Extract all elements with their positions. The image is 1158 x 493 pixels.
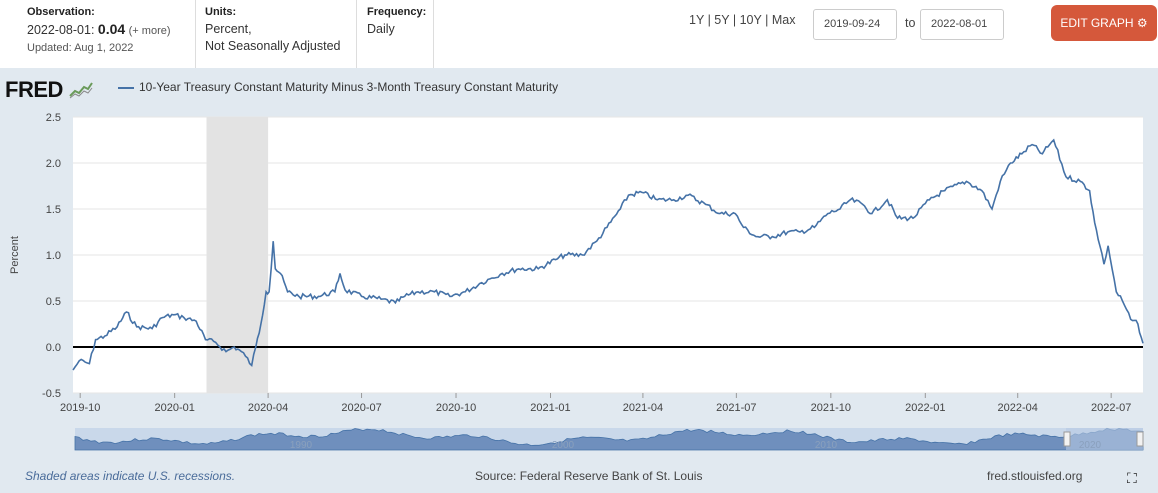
navigator-selection[interactable] [1066, 428, 1143, 450]
y-tick-label: 1.0 [46, 250, 61, 262]
navigator-series [74, 427, 1144, 451]
y-tick-label: 2.0 [46, 158, 61, 170]
edit-graph-button[interactable]: EDIT GRAPH ⚙ [1051, 5, 1157, 41]
x-tick-label: 2022-04 [998, 402, 1038, 414]
date-from-input[interactable]: 2019-09-24 [813, 9, 897, 40]
y-tick-label: 0.5 [46, 296, 61, 308]
date-to-label: to [905, 16, 916, 30]
units-line2: Not Seasonally Adjusted [205, 39, 341, 53]
navigator-label: 2010 [815, 440, 838, 451]
navigator-handle-right[interactable] [1136, 431, 1144, 447]
x-tick-label: 2020-10 [436, 402, 476, 414]
recession-note: Shaded areas indicate U.S. recessions. [25, 469, 236, 483]
date-to-input[interactable]: 2022-08-01 [920, 9, 1004, 40]
edit-graph-label: EDIT GRAPH [1060, 16, 1134, 30]
site-link[interactable]: fred.stlouisfed.org [987, 469, 1083, 483]
source-text: Source: Federal Reserve Bank of St. Loui… [475, 469, 703, 483]
fred-logo: FRED [5, 77, 93, 103]
series-line [72, 138, 1144, 371]
y-axis-ticks: 2.5 2.0 1.5 1.0 0.5 0.0 -0.5 [42, 112, 61, 400]
observation-label: Observation: [27, 6, 95, 18]
range-10y-button[interactable]: 10Y [739, 13, 762, 27]
y-axis-label: Percent [9, 236, 21, 274]
divider [356, 0, 357, 68]
x-tick-label: 2021-07 [716, 402, 756, 414]
navigator-handle-left[interactable] [1063, 431, 1071, 447]
navigator-label: 1990 [290, 440, 313, 451]
divider [195, 0, 196, 68]
observation-more-link[interactable]: (+ more) [128, 25, 171, 37]
y-tick-label: 1.5 [46, 204, 61, 216]
y-tick-label: -0.5 [42, 388, 61, 400]
range-selector: 1Y | 5Y | 10Y | Max [689, 13, 796, 27]
expand-icon[interactable]: ⛶ [1127, 470, 1137, 486]
x-tick-label: 2019-10 [60, 402, 100, 414]
units-line1: Percent, [205, 22, 252, 36]
range-1y-button[interactable]: 1Y [689, 13, 705, 27]
frequency-value: Daily [367, 22, 395, 36]
x-tick-label: 2022-01 [905, 402, 945, 414]
updated-text: Updated: Aug 1, 2022 [27, 42, 134, 54]
observation-value: 0.04 [97, 21, 126, 37]
top-bar: Observation: 2022-08-01: 0.04 (+ more) U… [0, 0, 1158, 68]
x-tick-label: 2022-07 [1091, 402, 1131, 414]
frequency-block: Frequency: Daily [367, 4, 426, 38]
units-label: Units: [205, 6, 237, 18]
y-tick-label: 2.5 [46, 112, 61, 124]
range-5y-button[interactable]: 5Y [714, 13, 730, 27]
frequency-label: Frequency: [367, 6, 427, 18]
gear-icon: ⚙ [1136, 16, 1148, 30]
observation-date: 2022-08-01: [27, 23, 95, 37]
legend-swatch [118, 87, 134, 89]
navigator-labels: 1990 2000 2010 2020 [290, 440, 1102, 451]
x-tick-label: 2020-01 [154, 402, 194, 414]
y-tick-label: 0.0 [46, 342, 61, 354]
divider [433, 0, 434, 68]
navigator-label: 2020 [1079, 440, 1102, 451]
x-axis-ticks: 2019-10 2020-01 2020-04 2020-07 2020-10 2021-… [60, 393, 1131, 414]
x-tick-label: 2021-01 [530, 402, 570, 414]
chart-svg: 2.5 2.0 1.5 1.0 0.5 0.0 -0.5 2019-10 2020-01 202… [9, 112, 1144, 451]
chart-icon [68, 81, 93, 99]
observation-block: Observation: 2022-08-01: 0.04 (+ more) U… [27, 4, 171, 57]
plot-area: 2.5 2.0 1.5 1.0 0.5 0.0 -0.5 2019-10 2020-01 202… [9, 112, 1144, 414]
navigator-label: 2000 [552, 440, 575, 451]
recession-shade [206, 117, 269, 393]
navigator[interactable]: 1990 2000 2010 2020 [74, 427, 1144, 451]
units-block: Units: Percent, Not Seasonally Adjusted [205, 4, 341, 55]
legend-label: 10-Year Treasury Constant Maturity Minus… [139, 80, 559, 94]
x-tick-label: 2021-04 [623, 402, 663, 414]
range-max-button[interactable]: Max [771, 13, 796, 27]
x-tick-label: 2020-07 [341, 402, 381, 414]
x-tick-label: 2021-10 [811, 402, 851, 414]
x-tick-label: 2020-04 [248, 402, 288, 414]
